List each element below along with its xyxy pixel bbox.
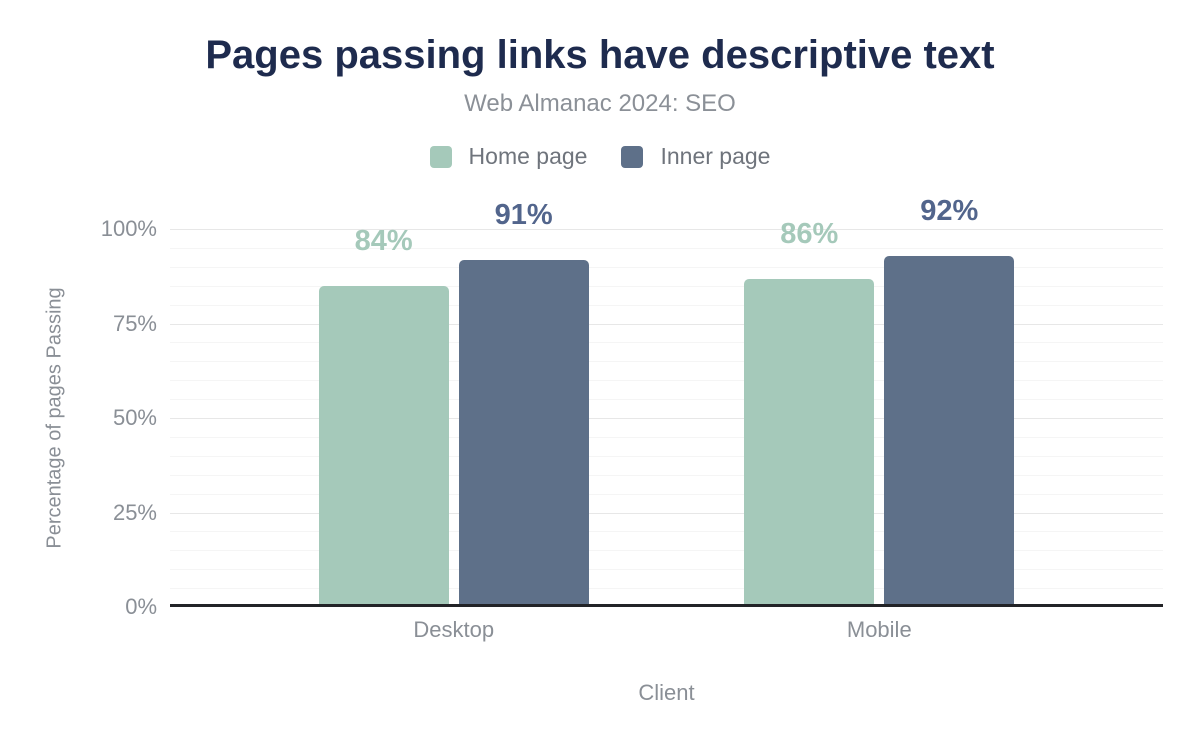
legend-swatch-home-page: [429, 145, 452, 168]
bar-home-page-desktop[interactable]: [318, 286, 449, 604]
x-axis-title: Client: [638, 680, 695, 705]
minor-gridline-60: [170, 380, 1163, 382]
bar-value-label-home-page-mobile: 86%: [780, 217, 839, 250]
major-gridline-100: [170, 229, 1163, 230]
minor-gridline-35: [170, 474, 1163, 476]
legend-label-inner-page: Inner page: [660, 143, 771, 169]
y-tick-label-25: 25%: [112, 499, 157, 525]
chart-title: Pages passing links have descriptive tex…: [205, 33, 995, 77]
y-tick-label-0: 0%: [125, 594, 157, 619]
minor-gridline-10: [170, 569, 1163, 571]
y-tick-label-75: 75%: [112, 310, 157, 336]
y-tick-label-50: 50%: [112, 405, 157, 430]
bar-inner-page-mobile[interactable]: [884, 256, 1015, 604]
x-tick-label-desktop: Desktop: [413, 617, 495, 642]
minor-gridline-95: [170, 247, 1163, 249]
y-tick-label-100: 100%: [100, 216, 157, 241]
major-gridline-75: [170, 323, 1163, 325]
minor-gridline-45: [170, 436, 1163, 438]
minor-gridline-15: [170, 550, 1163, 552]
minor-gridline-80: [170, 304, 1163, 306]
legend-item-home-page[interactable]: Home page: [429, 143, 588, 170]
bar-value-label-inner-page-desktop: 91%: [494, 199, 553, 232]
legend-label-home-page: Home page: [468, 143, 588, 169]
chart-subtitle: Web Almanac 2024: SEO: [464, 90, 736, 117]
legend-item-inner-page[interactable]: Inner page: [621, 143, 770, 170]
minor-gridline-65: [170, 361, 1163, 363]
x-tick-label-mobile: Mobile: [846, 617, 912, 642]
bar-inner-page-desktop[interactable]: [458, 260, 589, 604]
major-gridline-50: [170, 418, 1163, 419]
bar-value-label-home-page-desktop: 84%: [354, 225, 413, 258]
minor-gridline-30: [170, 493, 1163, 495]
major-gridline-25: [170, 512, 1163, 514]
plot-area: 84% 91% 86% 92%: [170, 195, 1163, 607]
minor-gridline-85: [170, 285, 1163, 287]
legend-swatch-inner-page: [621, 145, 644, 168]
minor-gridline-70: [170, 342, 1163, 344]
minor-gridline-20: [170, 531, 1163, 533]
legend: Home page Inner page: [0, 143, 1200, 170]
minor-gridline-5: [170, 588, 1163, 590]
minor-gridline-40: [170, 455, 1163, 457]
minor-gridline-55: [170, 399, 1163, 401]
bar-home-page-mobile[interactable]: [744, 278, 875, 604]
bar-value-label-inner-page-mobile: 92%: [920, 195, 979, 228]
minor-gridline-90: [170, 266, 1163, 268]
